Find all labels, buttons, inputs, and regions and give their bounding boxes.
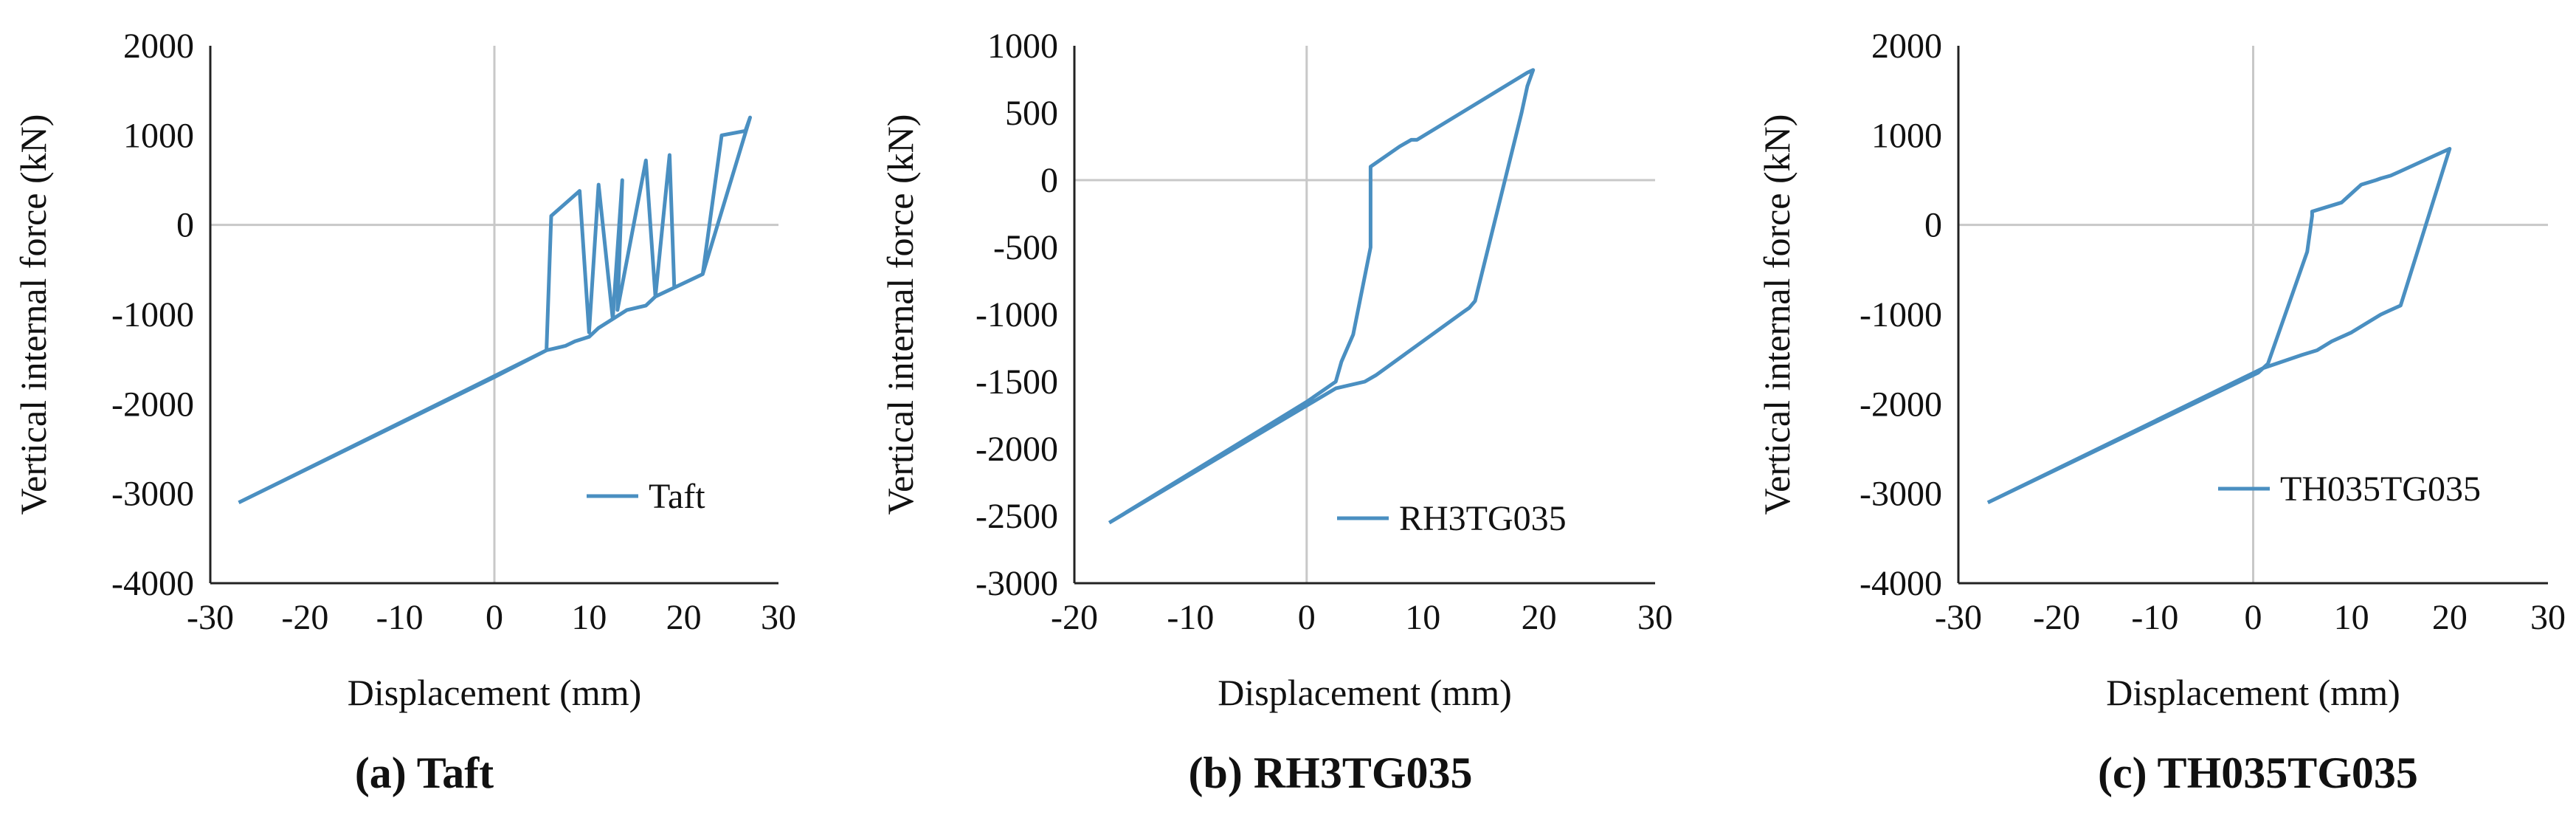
series-line-rh3tg035 — [1108, 68, 1536, 525]
y-tick-label: 0 — [1040, 161, 1058, 200]
x-tick-label: 10 — [571, 598, 607, 637]
y-tick-label: -500 — [993, 228, 1058, 267]
y-tick-label: -2000 — [976, 430, 1058, 469]
x-tick-label: 30 — [761, 598, 796, 637]
x-axis-label: Displacement (mm) — [1218, 672, 1512, 713]
x-tick-label: -30 — [187, 598, 234, 637]
panel-caption: (a) Taft — [355, 749, 494, 797]
panel-a: -4000 -3000 -2000 -1000 0 1000 2000 -30 -20 -10 0 1… — [13, 27, 796, 797]
y-tick-label: 1000 — [123, 116, 194, 155]
x-axis-label: Displacement (mm) — [2106, 672, 2400, 713]
x-tick-label: -20 — [281, 598, 328, 637]
y-tick-label: 0 — [1924, 206, 1942, 245]
y-tick-label: -1000 — [111, 295, 194, 334]
y-axis-label: Vertical internal force (kN) — [13, 114, 54, 515]
y-tick-label: -4000 — [1860, 564, 1942, 603]
y-tick-label: 2000 — [123, 27, 194, 66]
x-tick-label: 20 — [1522, 598, 1557, 637]
y-tick-label: -1500 — [976, 362, 1058, 402]
x-tick-label: -10 — [1167, 598, 1214, 637]
y-tick-label: 0 — [176, 206, 194, 245]
x-tick-label: -30 — [1935, 598, 1982, 637]
x-tick-label: -20 — [1051, 598, 1098, 637]
y-tick-label: -2000 — [1860, 385, 1942, 424]
x-tick-label: -10 — [376, 598, 424, 637]
panel-b: -3000 -2500 -2000 -1500 -1000 -500 0 500 1000 -20… — [880, 27, 1673, 797]
y-tick-label: -2000 — [111, 385, 194, 424]
y-tick-label: 1000 — [987, 27, 1058, 66]
x-axis-label: Displacement (mm) — [348, 672, 642, 713]
y-tick-label: -3000 — [111, 475, 194, 514]
y-tick-label: -4000 — [111, 564, 194, 603]
panel-c: -4000 -3000 -2000 -1000 0 1000 2000 -30 -20 -10 0 1… — [1756, 27, 2566, 797]
x-tick-label: 0 — [1298, 598, 1316, 637]
x-tick-label: 10 — [1405, 598, 1440, 637]
x-tick-label: 30 — [2530, 598, 2566, 637]
y-tick-label: 2000 — [1871, 27, 1942, 66]
y-tick-label: -1000 — [976, 295, 1058, 334]
legend-label: RH3TG035 — [1399, 499, 1567, 538]
panel-caption: (b) RH3TG035 — [1188, 749, 1472, 797]
y-axis-label: Vertical internal force (kN) — [1756, 114, 1798, 515]
y-tick-label: -3000 — [976, 564, 1058, 603]
x-tick-label: 10 — [2334, 598, 2369, 637]
series-line-th035tg035 — [1986, 147, 2452, 505]
series-line-taft — [238, 115, 752, 505]
y-tick-label: 500 — [1005, 94, 1058, 133]
y-axis-label: Vertical internal force (kN) — [880, 114, 921, 515]
x-tick-label: -20 — [2033, 598, 2080, 637]
panel-caption: (c) TH035TG035 — [2098, 749, 2418, 797]
legend-label: TH035TG035 — [2280, 470, 2481, 509]
y-tick-label: 1000 — [1871, 116, 1942, 155]
x-tick-label: 20 — [666, 598, 702, 637]
x-tick-label: 0 — [2245, 598, 2262, 637]
y-tick-label: -3000 — [1860, 475, 1942, 514]
y-tick-label: -1000 — [1860, 295, 1942, 334]
y-tick-label: -2500 — [976, 497, 1058, 536]
x-tick-label: 0 — [486, 598, 503, 637]
x-tick-label: 30 — [1637, 598, 1673, 637]
legend-label: Taft — [649, 477, 705, 516]
x-tick-label: 20 — [2432, 598, 2468, 637]
x-tick-label: -10 — [2131, 598, 2178, 637]
